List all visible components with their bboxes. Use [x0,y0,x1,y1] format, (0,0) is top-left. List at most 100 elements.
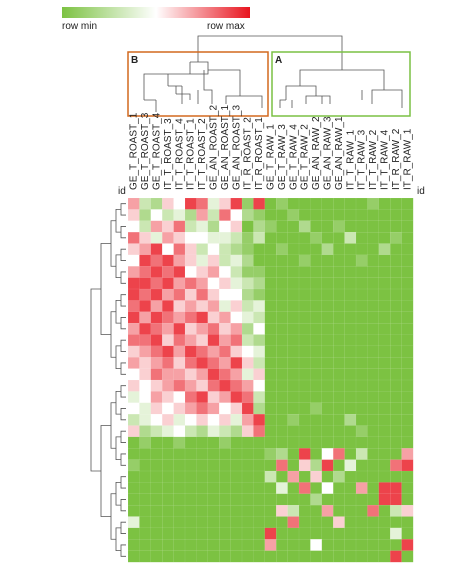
heatmap-cell [378,220,391,233]
heatmap-cell [196,368,209,381]
heatmap-cell [333,334,345,347]
heatmap-cell [184,448,197,460]
heatmap-cell [139,209,152,222]
heatmap-cell [139,334,152,347]
heatmap-cell [390,322,402,335]
heatmap-cell [150,493,163,506]
heatmap-cell [184,436,197,449]
heatmap-cell [344,266,357,278]
heatmap-cell [253,425,266,438]
dendrogram-branch [120,294,126,307]
heatmap-cell [219,254,231,267]
heatmap-cell [378,539,391,551]
heatmap-cell [219,413,231,426]
heatmap-cell [355,527,368,540]
heatmap-cell [344,504,357,517]
heatmap-cell [219,231,231,244]
heatmap-cell [196,527,209,540]
heatmap-cell [150,459,163,472]
heatmap-cell [321,516,334,529]
heatmap-cell [253,322,266,335]
heatmap-cell [287,357,300,369]
heatmap-cell [253,493,266,506]
heatmap-cell [287,379,300,392]
heatmap-cell [378,379,391,392]
heatmap-cell [173,391,186,404]
column-label: IT_T_RAW_1 [345,129,356,190]
heatmap-cell [355,277,368,290]
heatmap-cell [264,539,277,551]
dendrogram-branch [120,203,126,216]
column-label: IT_T_ROAST_2 [197,118,208,190]
heatmap-cell [298,243,311,256]
heatmap-cell [150,470,163,483]
heatmap-cell [173,266,186,278]
heatmap-cell [333,345,345,358]
heatmap-cell [150,345,163,358]
heatmap-cell [367,345,380,358]
heatmap-cell [241,254,254,267]
heatmap-cell [367,425,380,438]
heatmap-cell [401,311,414,324]
heatmap-cell [162,220,174,233]
heatmap-cell [401,209,414,222]
heatmap-cell [150,425,163,438]
heatmap-cell [219,402,231,415]
heatmap-cell [127,209,140,222]
heatmap-cell [196,311,209,324]
heatmap-cell [287,493,300,506]
heatmap-cell [321,231,334,244]
heatmap-cell [401,231,414,244]
heatmap-cell [355,391,368,404]
heatmap-cell [241,391,254,404]
column-label: GE_T_ROAST_1 [129,112,140,190]
heatmap-cell [139,516,152,529]
heatmap-cell [241,243,254,256]
heatmap-cell [321,209,334,222]
heatmap-cell [321,345,334,358]
heatmap-cell [196,209,209,222]
heatmap-cell [401,436,414,449]
heatmap-cell [321,254,334,267]
heatmap-cell [401,357,414,369]
heatmap-cell [207,459,220,472]
heatmap-cell [401,539,414,551]
heatmap-cell [139,243,152,256]
heatmap-cell [264,413,277,426]
heatmap-cell [298,425,311,438]
heatmap-cell [253,243,266,256]
heatmap-cell [401,413,414,426]
heatmap-cell [241,277,254,290]
heatmap-cell [127,391,140,404]
heatmap-cell [367,243,380,256]
heatmap-cell [276,527,288,540]
heatmap-cell [230,209,243,222]
heatmap-cell [287,334,300,347]
heatmap-cell [401,459,414,472]
dendrogram-branch [115,254,121,279]
heatmap-cell [173,482,186,495]
heatmap-cell [378,425,391,438]
heatmap-cell [401,220,414,233]
heatmap-cell [276,516,288,529]
heatmap-cell [127,482,140,495]
heatmap-cell [219,209,231,222]
heatmap-cell [127,288,140,301]
heatmap-cell [344,277,357,290]
heatmap-cell [207,243,220,256]
heatmap-cell [287,402,300,415]
heatmap-cell [333,311,345,324]
heatmap-cell [253,402,266,415]
heatmap-cell [287,482,300,495]
heatmap-cell [298,539,311,551]
heatmap-cell [390,459,402,472]
heatmap-cell [310,550,323,563]
heatmap-cell [367,231,380,244]
heatmap-cell [207,197,220,210]
heatmap-cell [355,493,368,506]
heatmap-cell [139,345,152,358]
heatmap-cell [241,527,254,540]
heatmap-cell [150,436,163,449]
heatmap-cell [230,266,243,278]
heatmap-cell [276,402,288,415]
